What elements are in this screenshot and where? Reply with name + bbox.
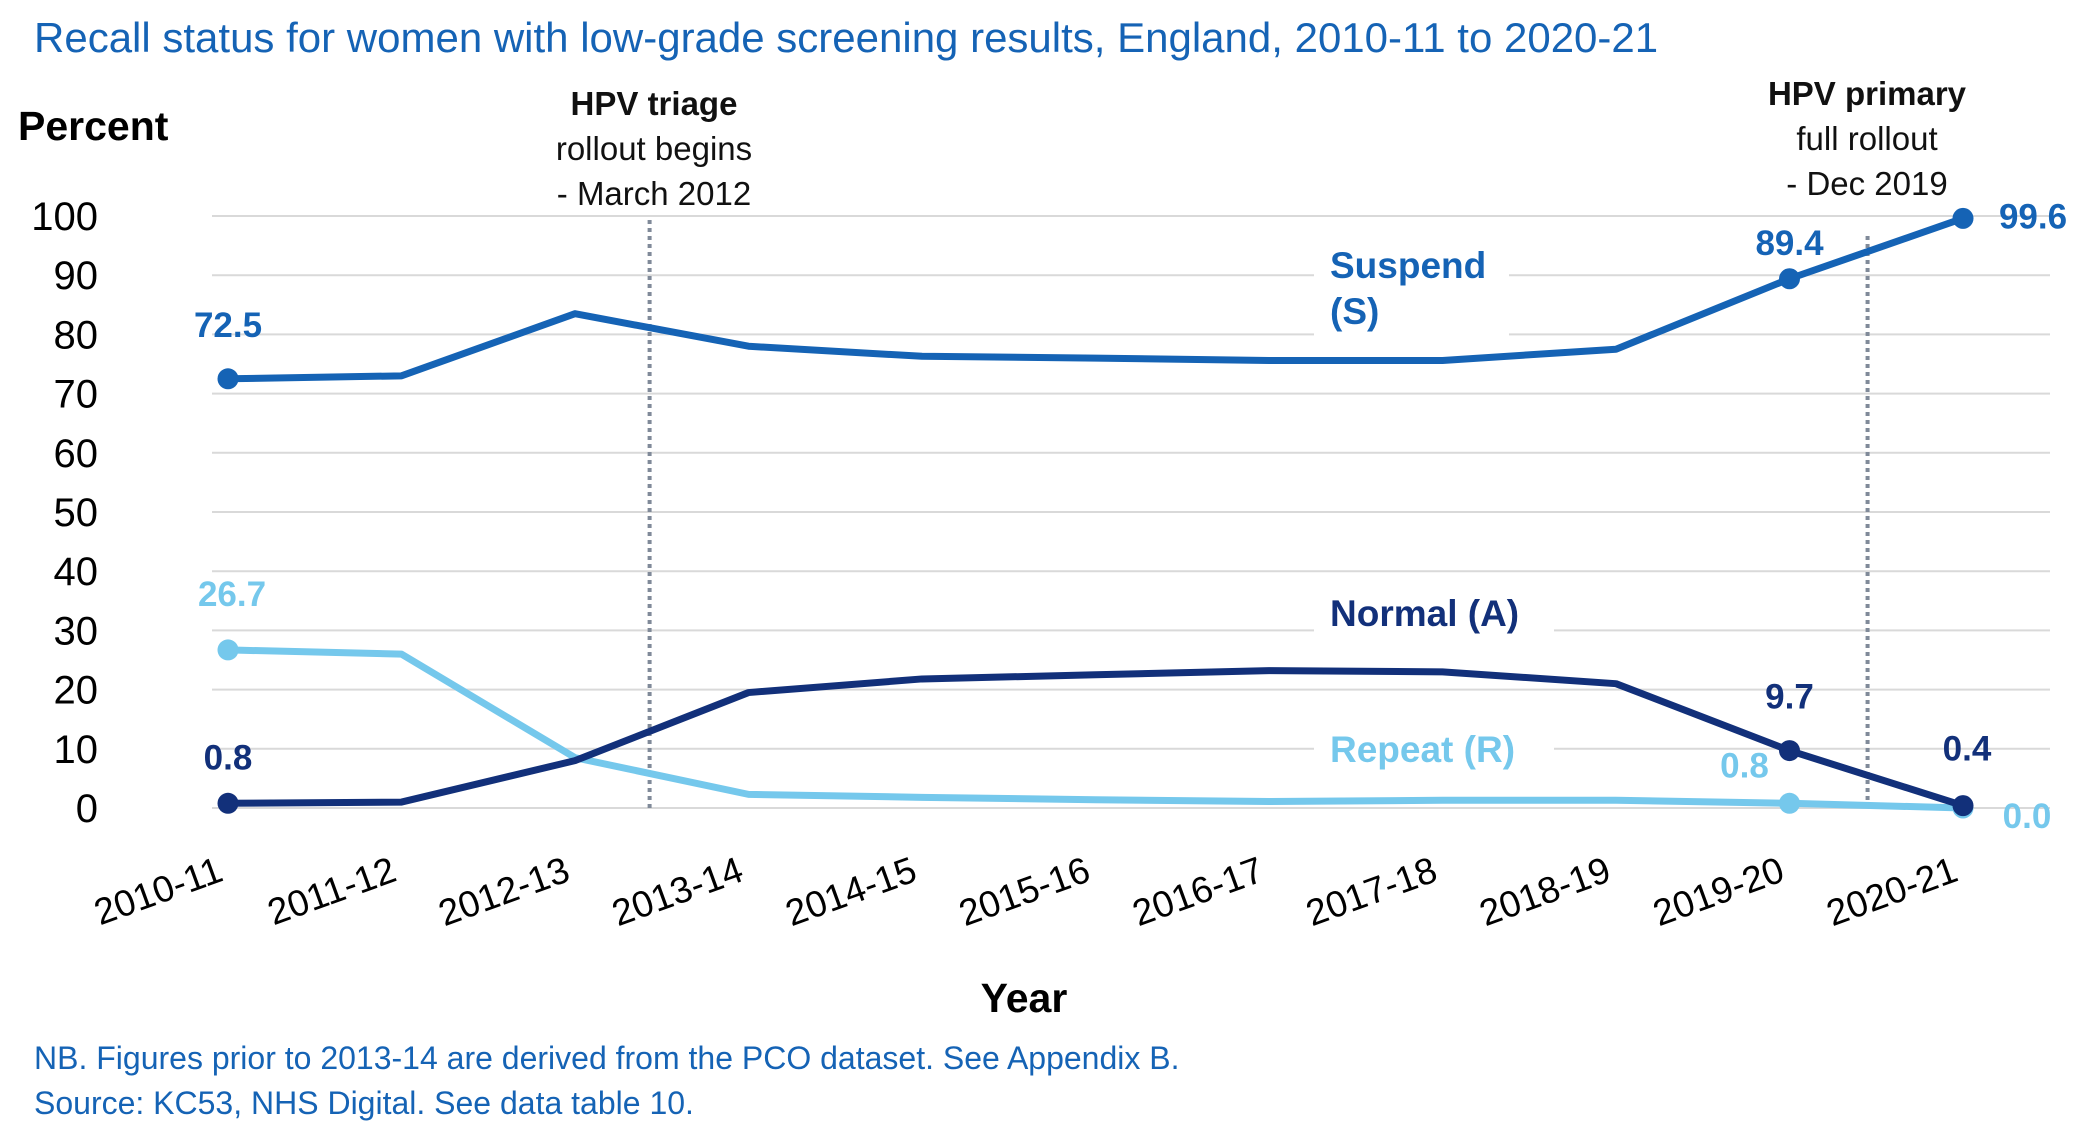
y-tick-label: 70 [54,373,99,417]
legend-box [1314,588,1554,642]
event-label: - Dec 2019 [1786,165,1947,202]
gridlines [212,215,2050,809]
y-tick-label: 80 [54,313,99,357]
series-line [224,667,1967,810]
data-point [1779,268,1800,290]
y-tick-label: 100 [31,195,98,239]
y-axis-title: Percent [18,103,169,149]
series-names: Suspend (S) Normal (A) Repeat (R) [1314,240,1554,778]
data-label: 72.5 [194,306,262,345]
y-tick-label: 0 [76,787,98,831]
data-point [1779,740,1800,762]
data-label: 0.8 [1720,746,1769,785]
chart-title: Recall status for women with low-grade s… [34,14,1659,61]
footnote-source: Source: KC53, NHS Digital. See data tabl… [34,1085,694,1121]
data-point [1779,792,1800,814]
data-label: 0.8 [204,738,253,777]
legend-box [1314,724,1554,778]
y-tick-label: 50 [54,491,99,535]
y-tick-label: 10 [54,728,99,772]
x-tick-label: 2020-21 [1821,849,1963,934]
y-tick-label: 90 [54,254,99,298]
series-name: Repeat (R) [1330,729,1515,770]
data-point [1952,207,1974,229]
legend-box [1314,240,1509,340]
data-labels: 72.5 89.4 99.6 0.8 9.7 0.4 26.7 0.8 0.0 [194,197,2067,836]
series-line [224,214,1967,383]
x-axis: 2010-11 2011-12 2012-13 2013-14 2014-15 2015-… [89,849,1963,934]
y-axis: 0 10 20 30 40 50 60 70 80 90 100 [31,195,98,831]
x-tick-label: 2013-14 [607,849,749,934]
event-title: HPV primary [1768,75,1967,112]
data-label: 99.6 [1999,197,2067,236]
data-point [1952,795,1974,817]
event-label: rollout begins [556,130,752,167]
footnote-pco: NB. Figures prior to 2013-14 are derived… [34,1040,1180,1076]
series-name: (S) [1330,291,1379,332]
y-tick-label: 40 [54,550,99,594]
x-tick-label: 2014-15 [780,849,922,934]
x-axis-title: Year [981,975,1068,1021]
x-tick-label: 2012-13 [433,849,575,934]
data-point [217,639,239,661]
x-tick-label: 2016-17 [1127,849,1269,934]
axis-titles: Percent Year [18,103,1067,1021]
x-tick-label: 2017-18 [1301,849,1443,934]
y-tick-label: 20 [54,669,99,713]
data-label: 89.4 [1755,224,1824,263]
y-tick-label: 60 [54,432,99,476]
series-lines [217,207,1974,819]
data-label: 0.0 [2003,797,2052,836]
x-tick-label: 2010-11 [89,849,228,933]
x-tick-label: 2018-19 [1474,849,1616,934]
data-point [217,368,239,390]
event-label: full rollout [1796,120,1937,157]
event-title: HPV triage [571,85,738,122]
x-tick-label: 2019-20 [1648,849,1790,934]
series-line [224,646,1967,812]
x-tick-label: 2011-12 [262,849,401,933]
series-name: Suspend [1330,245,1486,286]
event-markers: HPV triage rollout begins - March 2012 HPV… [556,75,1967,812]
series-name: Normal (A) [1330,593,1519,634]
data-label: 0.4 [1943,730,1992,769]
data-label: 26.7 [198,575,266,614]
data-point [217,792,239,814]
x-tick-label: 2015-16 [954,849,1096,934]
data-label: 9.7 [1765,678,1814,717]
event-label: - March 2012 [557,175,751,212]
y-tick-label: 30 [54,609,99,653]
